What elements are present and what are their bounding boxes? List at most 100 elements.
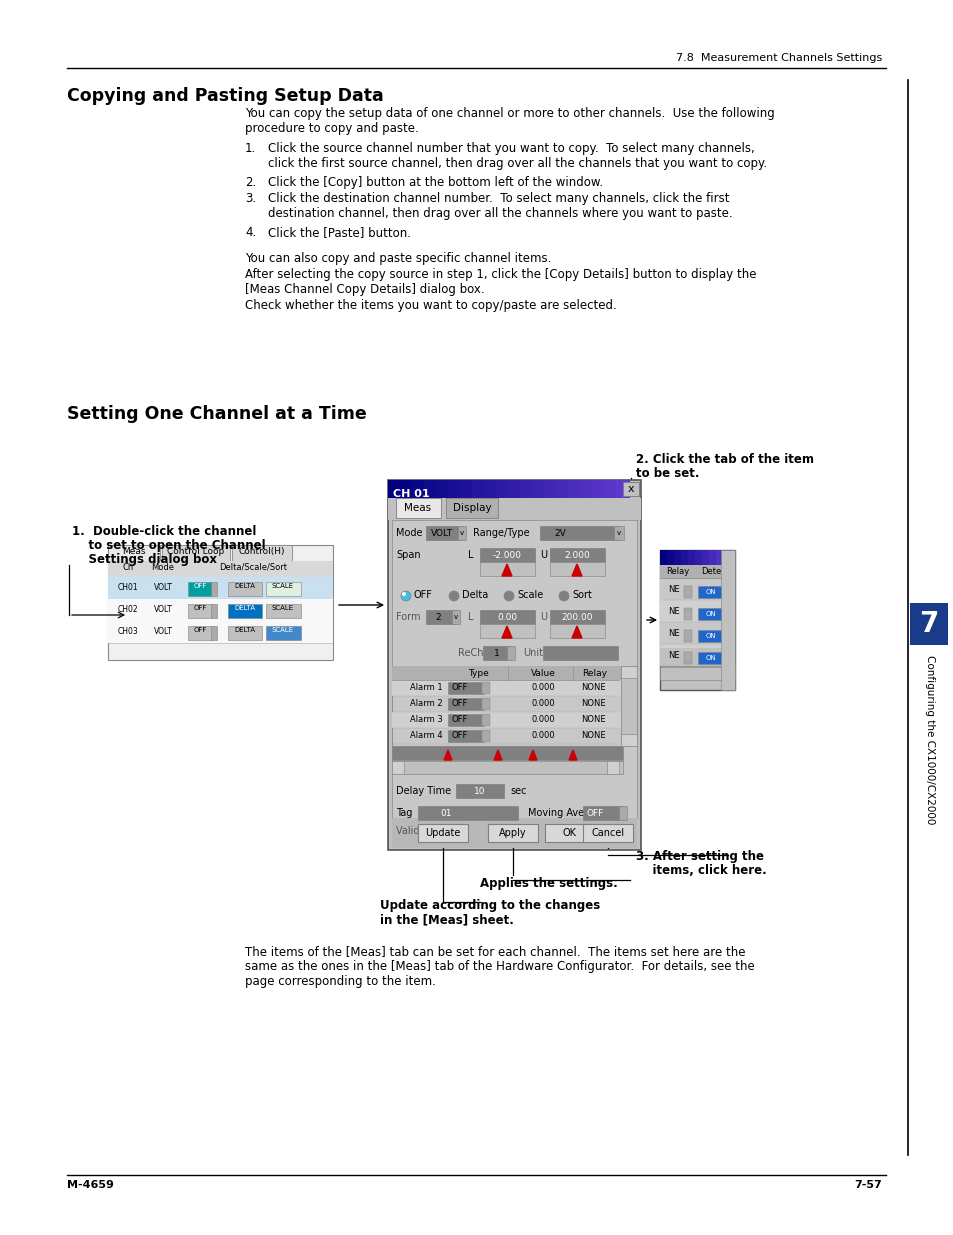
- Bar: [618, 806, 626, 820]
- Text: OFF: OFF: [452, 683, 468, 693]
- Text: Delta/Scale/Sort: Delta/Scale/Sort: [219, 563, 287, 572]
- Bar: [616, 480, 629, 498]
- Text: After selecting the copy source in step 1, click the [Copy Details] button to di: After selecting the copy source in step …: [245, 268, 756, 282]
- Text: Check whether the items you want to copy/paste are selected.: Check whether the items you want to copy…: [245, 299, 616, 312]
- Bar: [479, 548, 535, 562]
- Bar: [188, 626, 212, 640]
- Bar: [659, 564, 734, 578]
- Text: You can also copy and paste specific channel items.: You can also copy and paste specific cha…: [245, 252, 551, 266]
- Bar: [448, 698, 483, 710]
- Bar: [720, 550, 734, 690]
- Bar: [542, 646, 618, 659]
- Text: NE: NE: [667, 651, 679, 659]
- Bar: [388, 480, 640, 850]
- Bar: [472, 480, 485, 498]
- Text: Value: Value: [530, 668, 555, 678]
- Bar: [687, 550, 697, 564]
- Text: Applies the settings.: Applies the settings.: [479, 877, 618, 890]
- Bar: [162, 545, 230, 561]
- Bar: [395, 498, 440, 517]
- Text: OFF: OFF: [193, 583, 207, 589]
- Bar: [108, 545, 160, 561]
- Text: Click the destination channel number.  To select many channels, click the first: Click the destination channel number. To…: [268, 191, 729, 205]
- Text: Alarm 1: Alarm 1: [409, 683, 442, 693]
- Circle shape: [558, 592, 568, 601]
- Bar: [606, 761, 618, 774]
- Bar: [108, 621, 333, 643]
- Text: L: L: [468, 550, 473, 559]
- Text: v: v: [617, 530, 620, 536]
- Bar: [620, 666, 637, 678]
- Bar: [392, 761, 622, 774]
- Text: 2.: 2.: [245, 177, 256, 189]
- Polygon shape: [501, 626, 512, 638]
- Bar: [211, 582, 216, 597]
- Polygon shape: [501, 564, 512, 576]
- Text: Settings dialog box: Settings dialog box: [71, 553, 216, 566]
- Text: 1.: 1.: [245, 142, 256, 156]
- Bar: [622, 482, 639, 496]
- Bar: [228, 582, 262, 597]
- Text: 2. Click the tab of the item: 2. Click the tab of the item: [636, 453, 813, 466]
- Text: 4.: 4.: [245, 226, 256, 240]
- Bar: [448, 714, 483, 726]
- Text: CH02: CH02: [117, 605, 138, 614]
- Text: OFF: OFF: [452, 731, 468, 741]
- Text: 2V: 2V: [554, 529, 565, 537]
- Bar: [683, 608, 691, 620]
- Bar: [532, 480, 545, 498]
- Text: destination channel, then drag over all the channels where you want to paste.: destination channel, then drag over all …: [268, 207, 732, 220]
- Bar: [659, 578, 734, 600]
- Bar: [550, 548, 604, 562]
- Circle shape: [503, 592, 514, 601]
- Bar: [582, 824, 633, 842]
- Bar: [412, 480, 426, 498]
- Text: v: v: [454, 614, 457, 620]
- Text: CH 01: CH 01: [393, 489, 429, 499]
- Text: DELTA: DELTA: [234, 583, 255, 589]
- Bar: [603, 480, 618, 498]
- Bar: [392, 713, 622, 727]
- Polygon shape: [529, 750, 537, 760]
- Bar: [417, 806, 517, 820]
- Text: ON: ON: [705, 611, 716, 618]
- Bar: [392, 666, 622, 680]
- Text: 0.00: 0.00: [497, 613, 517, 621]
- Bar: [108, 545, 333, 659]
- Text: SCALE: SCALE: [272, 627, 294, 634]
- Bar: [716, 550, 724, 564]
- Bar: [708, 550, 718, 564]
- Bar: [592, 480, 605, 498]
- Bar: [108, 561, 333, 577]
- Text: NONE: NONE: [580, 731, 604, 741]
- Polygon shape: [494, 750, 501, 760]
- Bar: [506, 646, 515, 659]
- Text: OFF: OFF: [586, 809, 603, 818]
- Text: click the first source channel, then drag over all the channels that you want to: click the first source channel, then dra…: [268, 157, 766, 170]
- Text: Moving Ave: Moving Ave: [527, 808, 583, 818]
- Text: [Meas Channel Copy Details] dialog box.: [Meas Channel Copy Details] dialog box.: [245, 283, 484, 296]
- Bar: [266, 582, 301, 597]
- Bar: [392, 761, 403, 774]
- Bar: [452, 610, 459, 624]
- Bar: [108, 599, 333, 621]
- Text: Display: Display: [453, 503, 491, 513]
- Polygon shape: [572, 564, 581, 576]
- Text: SCALE: SCALE: [272, 583, 294, 589]
- Text: in the [Meas] sheet.: in the [Meas] sheet.: [379, 913, 514, 926]
- Text: 01: 01: [439, 809, 452, 818]
- Bar: [659, 600, 734, 622]
- Text: Unit: Unit: [522, 648, 542, 658]
- Text: Setting One Channel at a Time: Setting One Channel at a Time: [67, 405, 366, 424]
- Text: to be set.: to be set.: [636, 467, 699, 480]
- Text: 200.00: 200.00: [560, 613, 592, 621]
- Text: NE: NE: [667, 629, 679, 637]
- Bar: [620, 666, 637, 746]
- Bar: [266, 626, 301, 640]
- Text: Alarm 4: Alarm 4: [409, 731, 442, 741]
- Text: sec: sec: [510, 785, 526, 797]
- Text: VOLT: VOLT: [153, 605, 172, 614]
- Bar: [698, 585, 723, 598]
- Text: CH01: CH01: [117, 583, 138, 592]
- Text: same as the ones in the [Meas] tab of the Hardware Configurator.  For details, s: same as the ones in the [Meas] tab of th…: [245, 960, 754, 973]
